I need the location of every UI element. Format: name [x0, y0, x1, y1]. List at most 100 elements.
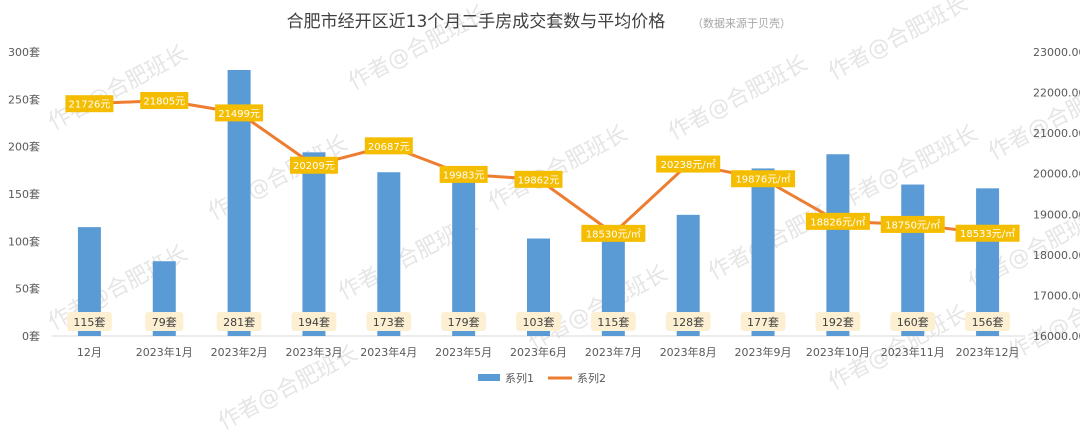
- bar-label-box: [890, 312, 936, 331]
- line-value-label: 18826元/㎡: [810, 216, 865, 228]
- x-tick-label: 2023年8月: [660, 345, 717, 359]
- bar-label-box: [291, 312, 337, 331]
- bar: [452, 166, 476, 336]
- right-tick-label: 23000.00元: [1033, 46, 1080, 59]
- line-label-box: [364, 137, 413, 155]
- right-tick-label: 17000.00元: [1033, 289, 1080, 302]
- bar-value-label: 281套: [223, 316, 255, 329]
- chart-container: 作者@合肥班长 作者@合肥班长 作者@合肥班长 作者@合肥班长 作者@合肥班长 作者@合肥…: [8, 0, 1080, 435]
- line-label-box: [514, 170, 563, 188]
- left-tick-label: 250套: [8, 93, 40, 106]
- x-tick-label: 2023年6月: [510, 345, 567, 359]
- line-label-box: [880, 215, 945, 233]
- line-label-box: [805, 212, 870, 230]
- line-value-label: 19983元: [443, 170, 485, 181]
- bar-label-box: [516, 312, 561, 331]
- legend: 系列1 系列2: [478, 371, 606, 385]
- line-label-box: [289, 156, 338, 174]
- line-value-label: 19876元/㎡: [735, 174, 790, 186]
- bar: [676, 214, 700, 336]
- legend-label-series1: 系列1: [505, 371, 534, 385]
- x-tick-label: 2023年12月: [956, 345, 1020, 359]
- left-tick-label: 0套: [22, 330, 40, 343]
- x-tick-label: 2023年1月: [136, 345, 193, 359]
- line-value-label: 20238元/㎡: [661, 159, 716, 171]
- bar-label-box: [145, 312, 184, 331]
- line-label-box: [955, 224, 1020, 242]
- bar: [377, 172, 401, 336]
- bar-value-label: 192套: [822, 316, 854, 329]
- x-tick-label: 2023年9月: [735, 345, 792, 359]
- bar-label-box: [740, 312, 786, 331]
- bar-value-label: 156套: [972, 316, 1004, 329]
- bar: [826, 154, 850, 336]
- line-label-box: [215, 104, 264, 122]
- bar-value-label: 103套: [523, 316, 555, 329]
- line-label-box: [140, 91, 189, 109]
- line-value-label: 21499元: [218, 109, 260, 120]
- line-label-box: [731, 170, 796, 188]
- right-y-axis: 16000.00元 17000.00元 18000.00元 19000.00元 2000…: [1033, 46, 1080, 343]
- bar-label-box: [965, 312, 1010, 331]
- x-tick-label: 2023年3月: [285, 345, 342, 359]
- x-tick-label: 2023年11月: [881, 345, 945, 359]
- chart-subtitle: （数据来源于贝壳）: [692, 16, 791, 30]
- x-axis: 12月 2023年1月 2023年2月 2023年3月 2023年4月 2023年5月 20…: [52, 335, 1025, 359]
- line-value-label: 20687元: [368, 142, 410, 153]
- bar: [527, 238, 550, 336]
- bar: [77, 227, 101, 336]
- bar: [227, 69, 251, 336]
- bar-value-label: 79套: [152, 316, 177, 329]
- bar-value-label: 115套: [597, 316, 629, 329]
- bar-label-box: [67, 312, 112, 331]
- bar-value-label: 160套: [897, 316, 929, 329]
- x-tick-label: 2023年2月: [211, 345, 268, 359]
- bar-label-box: [590, 312, 636, 331]
- line-label-box: [439, 165, 488, 183]
- left-y-axis: 0套 50套 100套 150套 200套 250套 300套: [8, 46, 40, 343]
- bar-value-label: 177套: [747, 316, 779, 329]
- bar: [601, 227, 625, 336]
- line-value-label: 18750元/㎡: [885, 219, 940, 231]
- x-tick-label: 2023年7月: [585, 345, 642, 359]
- line-value-label: 18533元/㎡: [960, 228, 1015, 240]
- line-label-box: [656, 155, 721, 173]
- legend-swatch-bar: [478, 374, 500, 381]
- chart-title: 合肥市经开区近13个月二手房成交套数与平均价格: [287, 12, 666, 32]
- right-tick-label: 21000.00元: [1033, 127, 1080, 140]
- combo-chart: 合肥市经开区近13个月二手房成交套数与平均价格 （数据来源于贝壳） 0套 50套 1…: [8, 12, 1080, 385]
- right-tick-label: 22000.00元: [1033, 87, 1080, 100]
- line-value-label: 18530元/㎡: [586, 228, 641, 240]
- bar-value-label: 173套: [373, 316, 405, 329]
- bar-value-label: 128套: [672, 316, 704, 329]
- bar-label-box: [815, 312, 861, 331]
- line-label-box: [65, 95, 114, 113]
- right-tick-label: 18000.00元: [1033, 249, 1080, 262]
- line-value-label: 20209元: [293, 161, 335, 172]
- line-label-box: [581, 224, 646, 242]
- bar-value-label: 115套: [73, 316, 105, 329]
- x-tick-label: 2023年10月: [806, 345, 870, 359]
- line-value-label: 19862元: [518, 175, 560, 186]
- bar: [302, 152, 326, 336]
- bar-data-labels: 115套 79套 281套 194套 173套 179套 103套 115套 128套 177套 1…: [67, 312, 1010, 331]
- bar-value-label: 179套: [448, 316, 480, 329]
- left-tick-label: 200套: [8, 141, 40, 154]
- bar-label-box: [366, 312, 412, 331]
- left-tick-label: 300套: [8, 46, 40, 59]
- bar-label-box: [216, 312, 262, 331]
- bar-label-box: [665, 312, 711, 331]
- line-value-label: 21805元: [143, 96, 185, 107]
- line-value-label: 21726元: [69, 100, 111, 111]
- x-tick-label: 12月: [77, 346, 102, 359]
- right-tick-label: 19000.00元: [1033, 208, 1080, 221]
- x-tick-label: 2023年4月: [360, 345, 417, 359]
- bar: [751, 168, 775, 336]
- x-tick-label: 2023年5月: [435, 345, 492, 359]
- line-data-labels: 21726元 21805元 21499元 20209元 20687元 19983元 1986…: [65, 91, 1020, 242]
- right-tick-label: 16000.00元: [1033, 330, 1080, 343]
- left-tick-label: 50套: [15, 283, 40, 296]
- left-tick-label: 150套: [8, 188, 40, 201]
- legend-label-series2: 系列2: [577, 371, 606, 385]
- right-tick-label: 20000.00元: [1033, 168, 1080, 181]
